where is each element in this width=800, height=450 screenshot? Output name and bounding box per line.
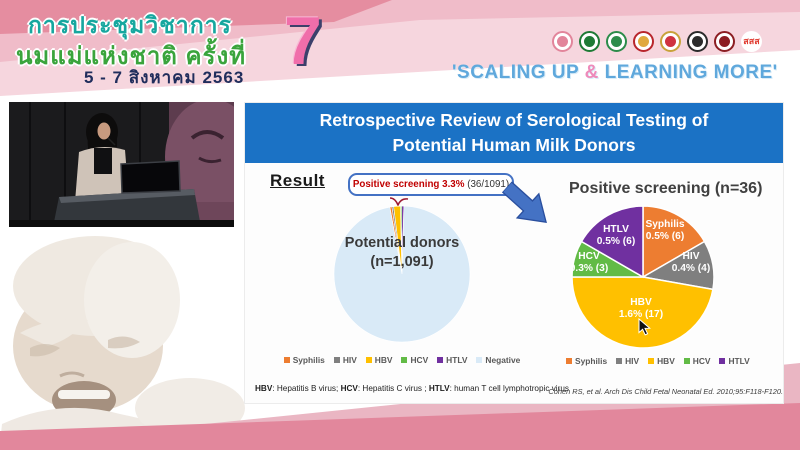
edition-number: 7 (284, 3, 322, 79)
presentation-slide: Retrospective Review of Serological Test… (245, 103, 783, 403)
pie-slice-htlv (580, 205, 644, 279)
conference-title-thai: การประชุมวิชาการ (28, 12, 232, 38)
baby-watermark-image (0, 236, 250, 443)
conference-header-banner: การประชุมวิชาการ นมแม่แห่งชาติ ครั้งที่ … (0, 0, 800, 96)
conference-dates: 5 - 7 สิงหาคม 2563 (84, 68, 245, 87)
legend-marker (437, 357, 444, 363)
dark-red-crest-logo (714, 30, 735, 52)
presenter-face (97, 122, 111, 140)
slice-label-htlv: HTLV 0.5% (6) (596, 224, 636, 247)
legend-item-hbv: HBV (648, 356, 675, 366)
legend-item-hcv: HCV (683, 356, 710, 366)
legend-item-htlv: HTLV (437, 355, 467, 365)
black-white-emblem-logo (687, 30, 708, 52)
ampersand: & (584, 62, 599, 83)
legend-item-syphilis: Syphilis (566, 356, 607, 366)
legend-marker (648, 358, 655, 364)
presenter-body (75, 146, 129, 202)
slide-title-line2: Potential Human Milk Donors (392, 135, 636, 155)
legend-item-syphilis: Syphilis (283, 355, 325, 365)
slide-title: Retrospective Review of Serological Test… (245, 103, 783, 163)
green-health-logo (579, 30, 600, 52)
red-gold-crest-logo (633, 30, 654, 52)
flow-arrow-icon (500, 180, 560, 239)
thaihealth-logo: สสส (741, 30, 762, 52)
legend-right-pie: Syphilis HIV HBV HCV HTLV (566, 356, 750, 366)
pie-slice-negative (333, 205, 471, 343)
legend-item-hiv: HIV (333, 355, 357, 365)
presenter-video-content (9, 99, 257, 227)
legend-item-hcv: HCV (401, 355, 428, 365)
pie-slice-syphilis (642, 205, 706, 279)
legend-marker (283, 357, 290, 363)
reference-citation: Cohen RS, et al. Arch Dis Child Fetal Ne… (548, 387, 783, 396)
pie-left-center-label: Potential donors (n=1,091) (344, 235, 460, 270)
legend-marker (401, 357, 408, 363)
legend-item-hbv: HBV (365, 355, 392, 365)
royal-crest-logo (660, 30, 681, 52)
legend-marker (566, 358, 572, 364)
pie-chart-positive-screening (571, 205, 715, 349)
legend-item-htlv: HTLV (719, 356, 750, 366)
legend-marker (616, 358, 623, 364)
slice-label-syphilis: Syphilis 0.5% (6) (645, 219, 685, 242)
mouse-cursor-icon[interactable] (638, 318, 651, 336)
conference-subtitle-thai: นมแม่แห่งชาติ ครั้งที่ (16, 43, 247, 70)
positive-screening-callout: Positive screening 3.3% (36/1091) (348, 173, 514, 196)
legend-item-hiv: HIV (616, 356, 639, 366)
slice-label-hbv: HBV 1.6% (17) (618, 297, 664, 320)
pie-chart-potential-donors (333, 205, 471, 343)
slice-label-hiv: HIV 0.4% (4) (671, 251, 711, 274)
presenter-video (9, 99, 257, 227)
organizer-logos-row: สสส (552, 28, 798, 54)
abbreviation-footnote: HBV: Hepatitis B virus; HCV: Hepatitis C… (255, 384, 569, 393)
legend-marker (365, 357, 372, 363)
legend-marker (719, 358, 726, 364)
legend-item-negative: Negative (476, 355, 520, 365)
legend-marker (476, 357, 483, 363)
result-heading: Result (270, 171, 325, 190)
legend-left-pie: Syphilis HIV HBV HCV HTLV Negative (283, 355, 520, 365)
conference-slogan: 'SCALING UP & LEARNING MORE' (452, 62, 778, 83)
green-medical-logo (606, 30, 627, 52)
pie-slice-hbv (571, 276, 714, 349)
laptop (120, 160, 181, 194)
legend-marker (333, 357, 340, 363)
mother-child-foundation-logo (552, 30, 573, 52)
legend-marker (683, 358, 690, 364)
pie-right-title: Positive screening (n=36) (569, 180, 763, 197)
callout-brace (389, 197, 409, 208)
slice-label-hcv: HCV 0.3% (3) (569, 251, 609, 274)
slide-title-line1: Retrospective Review of Serological Test… (319, 110, 709, 130)
